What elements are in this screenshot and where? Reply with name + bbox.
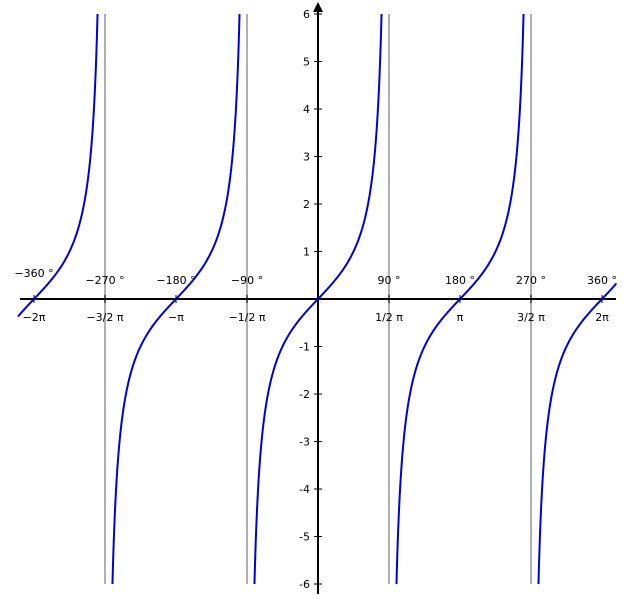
y-axis-arrow	[313, 2, 323, 12]
y-tick-label: 6	[303, 8, 310, 21]
y-tick-label: -4	[299, 483, 310, 496]
x-tick-label-radians: −1/2 π	[228, 311, 265, 324]
tan-branch	[253, 13, 383, 585]
x-tick-label-radians: 1/2 π	[375, 311, 403, 324]
y-tick-label: 3	[303, 151, 310, 164]
y-tick-label: -3	[299, 436, 310, 449]
tan-branch	[111, 13, 241, 585]
y-tick-label: -6	[299, 578, 310, 591]
y-tick-label: -5	[299, 531, 310, 544]
x-tick-label-radians: −3/2 π	[86, 311, 123, 324]
tan-curve-branches	[17, 13, 618, 585]
x-tick-label-degrees: 360 °	[587, 274, 617, 287]
tan-branch	[537, 282, 618, 585]
x-tick-label-degrees: 90 °	[378, 274, 401, 287]
y-tick-label: 2	[303, 198, 310, 211]
x-tick-label-radians: 3/2 π	[517, 311, 545, 324]
x-tick-label-degrees: 270 °	[516, 274, 546, 287]
x-tick-label-degrees: 180 °	[445, 274, 475, 287]
x-tick-label-degrees: −270 °	[85, 274, 124, 287]
y-tick-label: 5	[303, 56, 310, 69]
tick-labels: 6 5 4 3 2 1 -1 -2 -3 -4 -5 -6 −2π −360 ° −3/2 π −270 ° −…	[14, 8, 617, 591]
y-tick-label: 4	[303, 103, 310, 116]
tan-branch	[17, 13, 99, 318]
tan-branch	[395, 13, 525, 585]
x-tick-label-radians: −π	[168, 311, 184, 324]
y-tick-label: 1	[303, 246, 310, 259]
y-tick-label: -1	[299, 341, 310, 354]
x-tick-label-radians: −2π	[23, 311, 46, 324]
x-tick-label-degrees: −180 °	[156, 274, 195, 287]
y-tick-label: -2	[299, 388, 310, 401]
x-tick-label-degrees: −90 °	[231, 274, 263, 287]
x-tick-label-degrees: −360 °	[14, 267, 53, 280]
x-tick-label-radians: 2π	[595, 311, 609, 324]
x-tick-label-radians: π	[457, 311, 464, 324]
